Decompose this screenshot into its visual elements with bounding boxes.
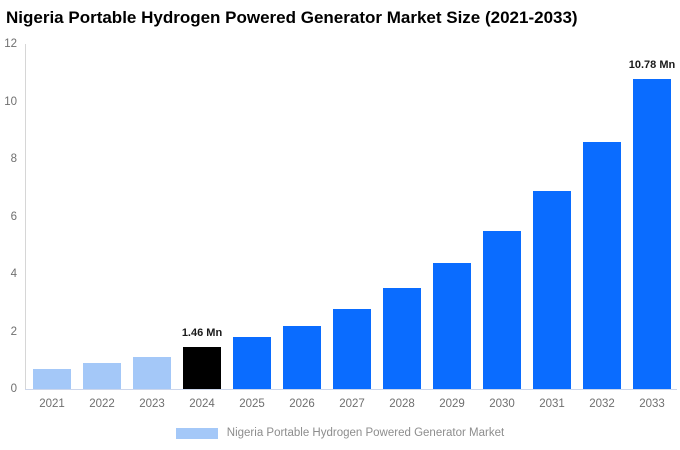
x-axis-line bbox=[25, 389, 677, 390]
y-tick-label-4: 4 bbox=[10, 268, 17, 280]
bar-2028[interactable] bbox=[383, 288, 421, 389]
y-tick-label-8: 8 bbox=[10, 153, 17, 165]
bar-2032[interactable] bbox=[583, 141, 621, 389]
x-tick-label-2023: 2023 bbox=[139, 398, 165, 410]
x-tick-label-2024: 2024 bbox=[189, 398, 215, 410]
bar-2024[interactable] bbox=[183, 347, 221, 389]
bar-2022[interactable] bbox=[83, 363, 121, 389]
x-tick-label-2026: 2026 bbox=[289, 398, 315, 410]
bar-2030[interactable] bbox=[483, 230, 521, 389]
legend-swatch bbox=[175, 427, 218, 439]
x-tick-label-2032: 2032 bbox=[589, 398, 615, 410]
x-tick-label-2030: 2030 bbox=[489, 398, 515, 410]
bar-2026[interactable] bbox=[283, 325, 321, 389]
bar-2029[interactable] bbox=[433, 262, 471, 389]
x-tick-label-2029: 2029 bbox=[439, 398, 465, 410]
bar-value-label-2033: 10.78 Mn bbox=[628, 59, 676, 72]
bar-value-label-2024: 1.46 Mn bbox=[181, 327, 223, 340]
y-tick-label-2: 2 bbox=[10, 325, 17, 338]
x-tick-label-2027: 2027 bbox=[339, 398, 365, 410]
y-tick-label-12: 12 bbox=[4, 38, 17, 50]
x-tick-label-2025: 2025 bbox=[239, 398, 265, 410]
legend[interactable]: Nigeria Portable Hydrogen Powered Genera… bbox=[0, 424, 680, 442]
bar-2023[interactable] bbox=[133, 357, 171, 389]
bar-2021[interactable] bbox=[33, 368, 71, 389]
y-tick-label-10: 10 bbox=[4, 95, 17, 108]
bar-2033[interactable] bbox=[633, 79, 671, 389]
x-tick-label-2022: 2022 bbox=[89, 398, 115, 410]
bar-2031[interactable] bbox=[533, 190, 571, 389]
x-tick-label-2028: 2028 bbox=[389, 398, 415, 410]
y-tick-label-0: 0 bbox=[10, 383, 17, 395]
x-tick-label-2021: 2021 bbox=[39, 398, 65, 410]
bar-2025[interactable] bbox=[233, 337, 271, 389]
chart-title: Nigeria Portable Hydrogen Powered Genera… bbox=[6, 8, 578, 27]
bar-2027[interactable] bbox=[333, 308, 371, 389]
x-tick-label-2031: 2031 bbox=[539, 398, 565, 410]
y-axis-line bbox=[25, 44, 26, 390]
x-tick-label-2033: 2033 bbox=[639, 398, 665, 410]
legend-label: Nigeria Portable Hydrogen Powered Genera… bbox=[226, 426, 505, 439]
y-tick-label-6: 6 bbox=[10, 210, 17, 223]
